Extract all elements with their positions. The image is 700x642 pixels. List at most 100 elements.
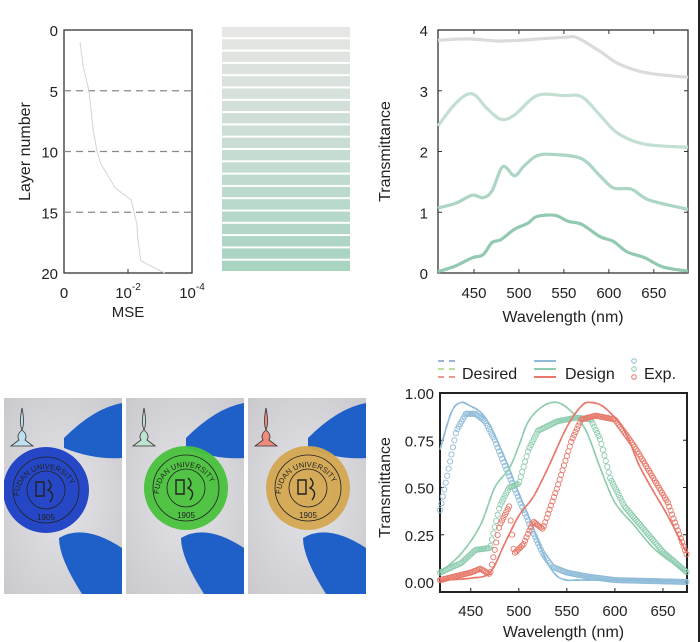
x-tick-label: 550 <box>554 603 579 620</box>
exp-point-2 <box>527 441 534 449</box>
exp-point-1 <box>496 448 503 455</box>
exp-point-3 <box>522 537 529 544</box>
photo-scene: FUDAN UNIVERSITY 1905 <box>248 398 366 594</box>
exp-point-3 <box>552 489 559 497</box>
exp-point-2 <box>617 494 624 501</box>
seal-inner-ring <box>166 468 206 508</box>
x-tick-label: 650 <box>650 603 675 620</box>
exp-point-3 <box>664 499 671 506</box>
exp-point-2 <box>487 542 494 549</box>
seal-ring <box>12 456 80 524</box>
exp-point-2 <box>501 492 508 500</box>
exp-point-1 <box>490 434 497 441</box>
tweezer-bottom <box>59 532 122 594</box>
exp-point-3 <box>670 515 677 522</box>
exp-point-2 <box>604 463 611 470</box>
seal-year: 1905 <box>299 511 317 520</box>
layer-bar <box>222 63 350 75</box>
layer-bar <box>222 125 350 136</box>
exp-point-1 <box>488 431 495 438</box>
photo-orange-disk: FUDAN UNIVERSITY 1905 <box>248 398 366 594</box>
legend-desired-label: Desired <box>462 366 517 383</box>
exp-point-3 <box>526 527 533 534</box>
photo-scene: FUDAN UNIVERSITY 1905 <box>4 398 122 594</box>
seal-inner-ring <box>26 470 66 510</box>
exp-point-1 <box>448 451 455 458</box>
y-tick-label: 20 <box>41 266 58 283</box>
seal-character <box>35 479 54 503</box>
exp-point-2 <box>497 501 504 508</box>
legend-exp-label: Exp. <box>644 366 676 383</box>
exp-point-1 <box>444 472 451 479</box>
design-curve-1 <box>439 401 687 582</box>
exp-point-2 <box>522 458 529 465</box>
exp-point-1 <box>514 493 521 500</box>
layer-bar <box>222 211 350 222</box>
exp-point-2 <box>601 452 608 459</box>
exp-point-3 <box>527 524 534 531</box>
exp-point-2 <box>526 444 533 451</box>
seal-character <box>175 477 194 501</box>
exp-point-3 <box>494 532 501 539</box>
exp-point-3 <box>575 422 582 429</box>
exp-point-1 <box>534 540 542 547</box>
transmittance-axes-frame <box>437 29 689 274</box>
exp-point-3 <box>524 530 531 538</box>
y-tick-label: 15 <box>41 205 58 222</box>
exp-point-3 <box>509 531 516 538</box>
layer-bar <box>222 100 350 112</box>
exp-point-1 <box>500 459 507 466</box>
transmittance-curve-4 <box>437 213 689 274</box>
legend-exp-swatch <box>631 358 637 364</box>
exp-point-2 <box>491 524 498 531</box>
layer-bar <box>222 27 350 38</box>
desired-curve-1 <box>439 401 687 582</box>
exp-point-3 <box>493 539 500 546</box>
x-axis-label: Wavelength (nm) <box>502 309 623 326</box>
exp-point-3 <box>501 511 508 518</box>
exp-point-1 <box>517 500 524 507</box>
mse-curve <box>79 42 166 274</box>
exp-point-3 <box>543 514 550 522</box>
x-tick-label: 500 <box>506 285 531 302</box>
exp-point-1 <box>438 500 445 507</box>
x-axis-label: Wavelength (nm) <box>503 624 624 641</box>
x-tick-label: 450 <box>458 603 483 620</box>
color-filter-disk <box>4 447 89 533</box>
y-tick-label: 1.00 <box>405 386 434 403</box>
exp-point-2 <box>520 463 527 470</box>
exp-point-1 <box>530 530 537 537</box>
exp-point-2 <box>594 429 601 437</box>
exp-point-1 <box>493 440 500 447</box>
exp-point-1 <box>494 444 501 451</box>
exp-point-2 <box>682 567 689 574</box>
y-tick-label: 0 <box>50 23 58 40</box>
layer-bar <box>222 76 350 87</box>
seal-ring <box>152 454 220 522</box>
layer-bar <box>222 248 350 259</box>
transmittance-curve-1 <box>437 34 689 79</box>
exp-point-3 <box>573 425 581 432</box>
exp-point-3 <box>523 534 530 541</box>
exp-point-1 <box>452 430 459 437</box>
exp-point-2 <box>607 474 614 482</box>
layer-bar <box>222 162 350 173</box>
exp-point-1 <box>516 496 523 504</box>
y-tick-label: 0.50 <box>405 481 434 498</box>
seal-year: 1905 <box>177 511 195 520</box>
y-tick-label: 0.00 <box>405 575 434 592</box>
exp-point-2 <box>608 477 615 484</box>
exp-point-2 <box>612 486 619 493</box>
exp-point-2 <box>517 473 524 480</box>
exp-point-1 <box>451 437 458 444</box>
exp-point-1 <box>483 420 490 427</box>
exp-point-1 <box>439 493 446 500</box>
x-tick-label: 650 <box>641 285 666 302</box>
exp-point-2 <box>524 448 531 455</box>
exp-point-1 <box>447 458 454 465</box>
exp-point-2 <box>519 468 526 475</box>
exp-point-3 <box>674 527 681 534</box>
exp-point-3 <box>540 523 547 530</box>
